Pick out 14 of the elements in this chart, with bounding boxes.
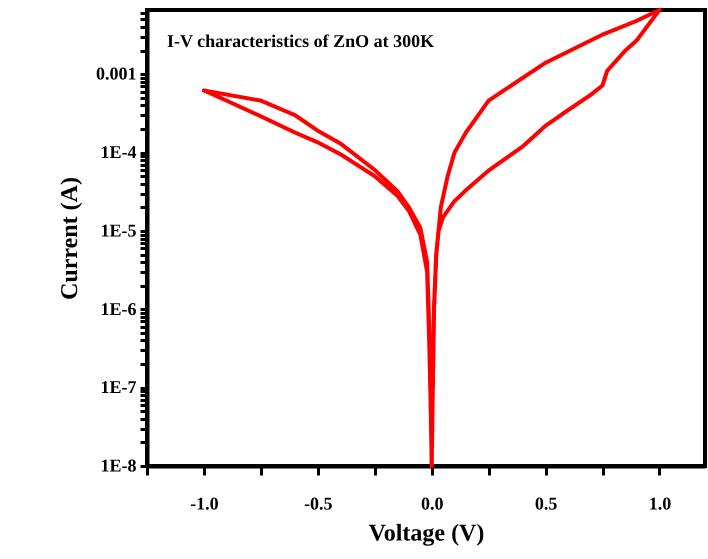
y-axis-title: Current (A)	[57, 177, 83, 300]
x-tick-label: -0.5	[304, 494, 333, 514]
x-axis-title: Voltage (V)	[368, 520, 484, 546]
y-tick-label: 0.001	[96, 64, 136, 84]
y-tick-label: 1E-8	[100, 456, 136, 476]
y-tick-label: 1E-7	[100, 377, 136, 398]
y-tick-label: 1E-6	[100, 298, 136, 319]
y-tick-label: 1E-4	[100, 142, 136, 162]
x-tick-label: 0.0	[420, 494, 444, 514]
x-tick-label: -1.0	[190, 494, 219, 514]
x-tick-label: 1.0	[648, 494, 672, 514]
text: I-V characteristics of ZnO at 300K	[167, 31, 434, 51]
x-tick-label: 0.5	[534, 494, 558, 514]
y-tick-label: 1E-5	[100, 220, 136, 240]
